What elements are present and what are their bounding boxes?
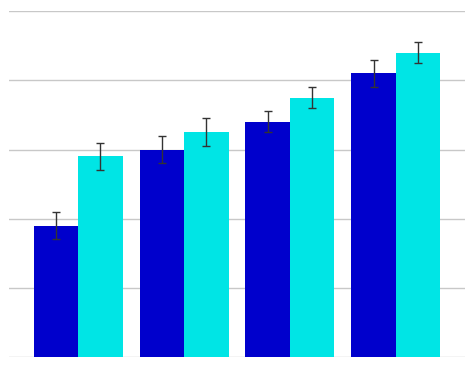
Bar — [351, 73, 396, 357]
Bar — [140, 150, 184, 357]
Bar — [290, 98, 334, 357]
Bar — [78, 157, 123, 357]
Bar — [396, 53, 440, 357]
Bar — [34, 226, 78, 357]
Bar — [246, 122, 290, 357]
Bar — [184, 132, 228, 357]
